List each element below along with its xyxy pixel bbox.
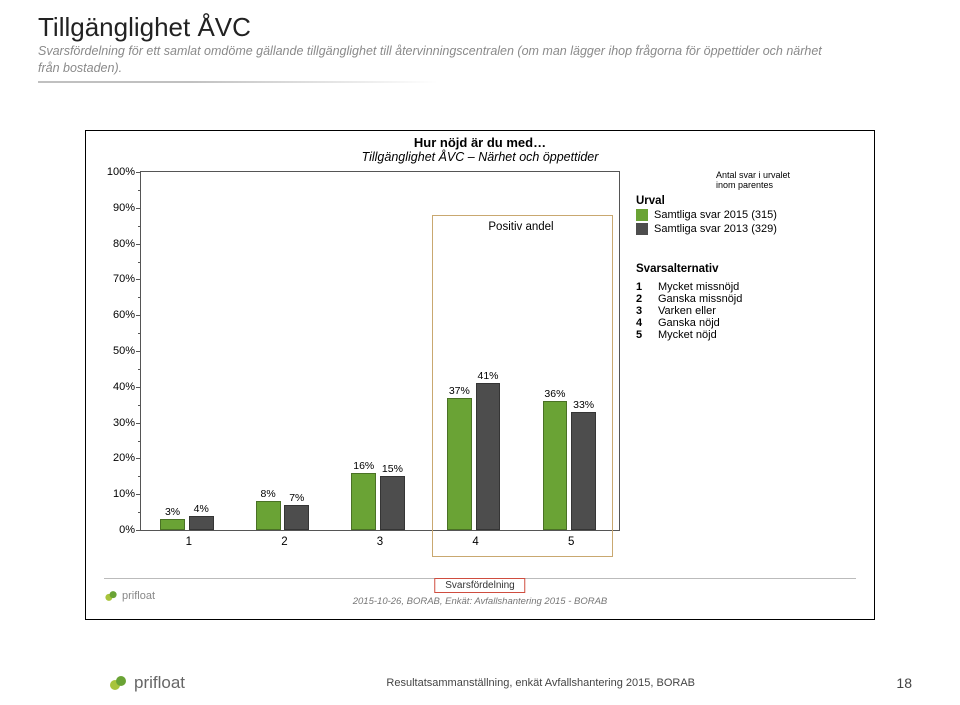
bar: 7% xyxy=(284,505,309,530)
legend-note-line2: inom parentes xyxy=(716,180,773,190)
svarsfordelning-box: Svarsfördelning xyxy=(434,578,525,593)
footer-logo-text: prifloat xyxy=(134,673,185,693)
svarsalternativ-number: 2 xyxy=(636,293,648,305)
figure-footer-logo-text: prifloat xyxy=(122,590,155,602)
svarsalternativ-number: 4 xyxy=(636,317,648,329)
legend-note-line1: Antal svar i urvalet xyxy=(716,170,790,180)
bar-value-label: 36% xyxy=(544,388,565,402)
bar: 37% xyxy=(447,398,472,530)
legend-note: Antal svar i urvalet inom parentes xyxy=(716,171,866,191)
svarsalternativ-row: 3 Varken eller xyxy=(636,305,742,317)
svarsalternativ-row: 5 Mycket nöjd xyxy=(636,329,742,341)
bar-value-label: 41% xyxy=(478,370,499,384)
bar: 4% xyxy=(189,516,214,530)
x-tick-label: 4 xyxy=(472,530,478,548)
bar-value-label: 15% xyxy=(382,463,403,477)
x-tick-label: 5 xyxy=(568,530,574,548)
svarsalternativ-block: Svarsalternativ 1 Mycket missnöjd 2 Ganska … xyxy=(636,263,742,341)
x-tick-label: 1 xyxy=(186,530,192,548)
figure-footer-logo: prifloat xyxy=(104,589,155,603)
y-tick-label: 60% xyxy=(113,309,135,321)
page-footer: prifloat Resultatsammanställning, enkät … xyxy=(0,673,960,693)
legend-item: Samtliga svar 2015 (315) xyxy=(636,209,866,221)
y-tick-label: 10% xyxy=(113,488,135,500)
legend-heading: Urval xyxy=(636,195,866,207)
footer-text: Resultatsammanställning, enkät Avfallsha… xyxy=(386,677,695,689)
figure-title-line2: Tillgänglighet ÅVC – Närhet och öppettid… xyxy=(86,150,874,166)
bar: 16% xyxy=(351,473,376,530)
footer-page-number: 18 xyxy=(896,675,912,691)
leaf-icon xyxy=(108,673,128,693)
bar: 8% xyxy=(256,501,281,530)
svarsalternativ-row: 2 Ganska missnöjd xyxy=(636,293,742,305)
y-tick-label: 70% xyxy=(113,273,135,285)
legend-label: Samtliga svar 2015 (315) xyxy=(654,209,777,221)
y-tick-label: 40% xyxy=(113,381,135,393)
bar-value-label: 8% xyxy=(261,488,276,502)
legend-item: Samtliga svar 2013 (329) xyxy=(636,223,866,235)
bar-value-label: 4% xyxy=(194,503,209,517)
bar-value-label: 3% xyxy=(165,506,180,520)
y-tick-label: 100% xyxy=(107,166,135,178)
bar: 33% xyxy=(571,412,596,530)
leaf-icon xyxy=(104,589,118,603)
x-tick-label: 3 xyxy=(377,530,383,548)
svarsalternativ-label: Mycket missnöjd xyxy=(658,281,739,293)
svarsalternativ-label: Ganska nöjd xyxy=(658,317,720,329)
svarsalternativ-label: Varken eller xyxy=(658,305,716,317)
legend-swatch xyxy=(636,209,648,221)
bar: 36% xyxy=(543,401,568,530)
bar-value-label: 7% xyxy=(289,492,304,506)
y-tick-label: 0% xyxy=(119,524,135,536)
x-tick-label: 2 xyxy=(281,530,287,548)
legend-block: Antal svar i urvalet inom parentes Urval… xyxy=(636,171,866,237)
legend-label: Samtliga svar 2013 (329) xyxy=(654,223,777,235)
footer-logo: prifloat xyxy=(108,673,185,693)
svarsalternativ-row: 1 Mycket missnöjd xyxy=(636,281,742,293)
bar-value-label: 33% xyxy=(573,399,594,413)
chart-wrap: 0%10%20%30%40%50%60%70%80%90%100%3%4%18%… xyxy=(86,171,874,573)
page-subtitle: Svarsfördelning för ett samlat omdöme gä… xyxy=(0,43,880,79)
bar: 15% xyxy=(380,476,405,530)
y-tick-label: 80% xyxy=(113,238,135,250)
figure-meta: 2015-10-26, BORAB, Enkät: Avfallshanteri… xyxy=(353,596,608,607)
figure-frame: Hur nöjd är du med… Tillgänglighet ÅVC –… xyxy=(85,130,875,620)
svarsalternativ-number: 3 xyxy=(636,305,648,317)
y-tick-label: 30% xyxy=(113,417,135,429)
bar: 41% xyxy=(476,383,501,530)
svarsalternativ-label: Mycket nöjd xyxy=(658,329,717,341)
title-rule xyxy=(38,81,922,83)
svarsalternativ-heading: Svarsalternativ xyxy=(636,263,742,275)
positiv-andel-label: Positiv andel xyxy=(488,221,553,233)
svarsalternativ-number: 5 xyxy=(636,329,648,341)
bar: 3% xyxy=(160,519,185,530)
svarsalternativ-row: 4 Ganska nöjd xyxy=(636,317,742,329)
y-tick-label: 20% xyxy=(113,452,135,464)
y-tick-label: 50% xyxy=(113,345,135,357)
bar-value-label: 37% xyxy=(449,385,470,399)
legend-swatch xyxy=(636,223,648,235)
figure-title-line1: Hur nöjd är du med… xyxy=(86,131,874,150)
bar-value-label: 16% xyxy=(353,460,374,474)
svarsalternativ-number: 1 xyxy=(636,281,648,293)
svarsalternativ-label: Ganska missnöjd xyxy=(658,293,742,305)
y-tick-label: 90% xyxy=(113,202,135,214)
page-title: Tillgänglighet ÅVC xyxy=(0,0,960,43)
